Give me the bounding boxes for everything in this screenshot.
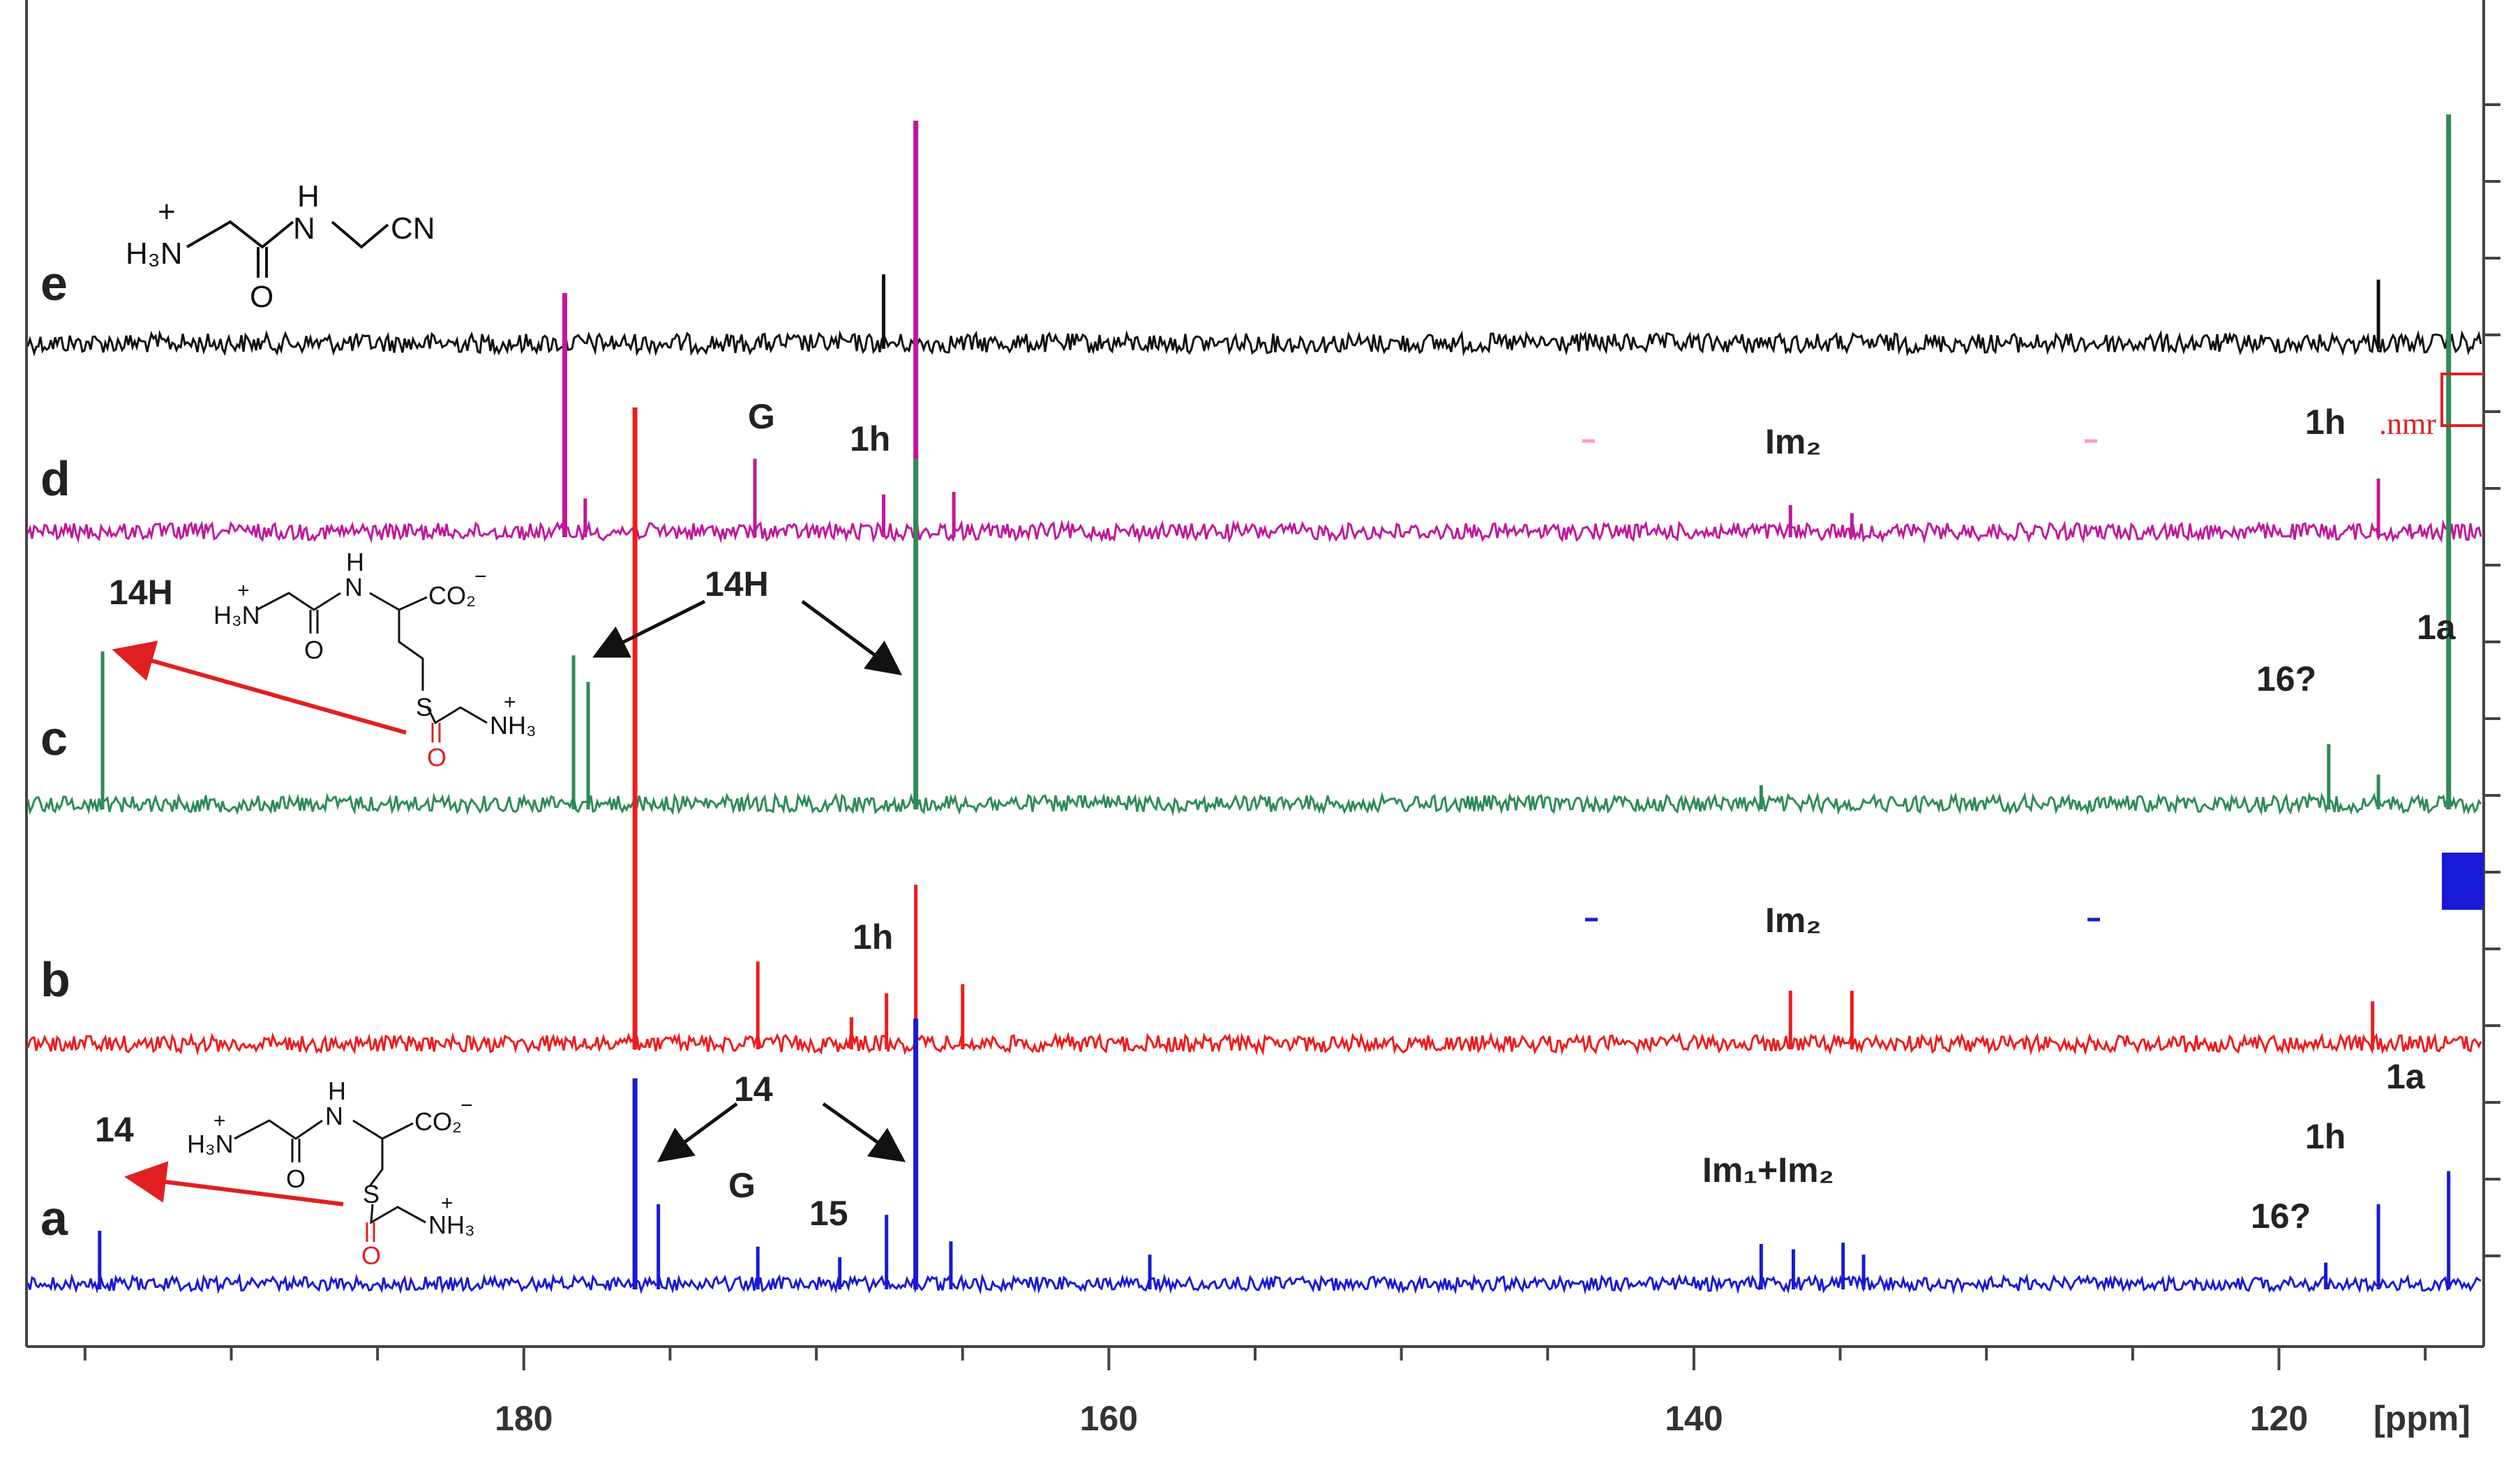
structure-a-atom: H xyxy=(328,1077,346,1105)
x-tick-label: 140 xyxy=(1665,1399,1723,1438)
arrow-c-14H-left xyxy=(592,599,706,658)
arrow-c-14H-right xyxy=(801,599,903,675)
structure-e-atom: N xyxy=(293,211,315,246)
structure-e-bonds-2 xyxy=(331,220,389,249)
arrow-a-red xyxy=(124,1161,344,1206)
trace-label-b: b xyxy=(40,952,70,1007)
structure-e-atom: O xyxy=(250,280,273,314)
structure-a-chain xyxy=(368,1139,384,1187)
annot-c-16q: 16? xyxy=(2256,659,2316,698)
structure-a-thioester xyxy=(370,1204,426,1224)
x-tick-label: 120 xyxy=(2250,1399,2308,1438)
trace-label-e: e xyxy=(40,256,68,310)
structure-a-atom: H₃N xyxy=(187,1130,234,1158)
structure-e-atom: H₃N xyxy=(126,237,182,271)
structure-e-atom: H xyxy=(297,179,320,213)
annot-b-Im2: Im₂ xyxy=(1765,901,1822,940)
arrow-c-red xyxy=(112,640,407,735)
x-axis-label: [ppm] xyxy=(2373,1399,2470,1438)
trace-labels: e d c b a xyxy=(40,256,70,1245)
structure-e xyxy=(186,220,389,278)
annot-d-Im2: Im₂ xyxy=(1765,422,1822,461)
structure-a xyxy=(234,1119,426,1242)
nmr-corner-marker: .nmr xyxy=(2379,373,2484,441)
annot-a-G: G xyxy=(728,1166,756,1205)
annot-a-Im1Im2: Im₁+Im₂ xyxy=(1702,1151,1834,1190)
trace-c xyxy=(27,114,2482,816)
x-axis-ticks: 180 160 140 120 xyxy=(83,1347,2427,1438)
structure-c-atom: S xyxy=(416,693,433,721)
blue-corner-marker xyxy=(2442,853,2484,910)
structure-a-atom-red: O xyxy=(361,1241,381,1270)
structure-c-atom: CO₂ xyxy=(428,581,476,610)
structure-e-bonds xyxy=(186,220,294,249)
structure-c-atom: N xyxy=(345,573,363,601)
structure-c-bonds xyxy=(256,592,341,611)
structure-a-charge: − xyxy=(460,1094,473,1117)
annot-a-16q: 16? xyxy=(2251,1197,2311,1236)
x-tick-label: 160 xyxy=(1080,1399,1138,1438)
structure-c-charge: − xyxy=(474,565,487,588)
x-tick-label: 180 xyxy=(495,1399,553,1438)
structure-e-atoms: H₃N H N CN O + xyxy=(126,179,435,314)
annot-a-1h: 1h xyxy=(2305,1117,2346,1156)
structure-a-atoms: H₃N N H CO₂ O S O NH₃ + + − xyxy=(187,1077,475,1270)
arrow-a-14-left xyxy=(657,1102,738,1162)
annot-d-G: G xyxy=(748,397,775,436)
peak-annotations: G 1h Im₂ 1h 14H 14H 16? 1a 1h Im₂ 14 14 … xyxy=(95,397,2457,1236)
structure-a-atom: CO₂ xyxy=(414,1107,462,1136)
trace-b-baseline xyxy=(27,1031,2482,1056)
annot-d-1h-right: 1h xyxy=(2305,403,2346,442)
structure-c-atom-red: O xyxy=(427,743,447,772)
structure-c xyxy=(256,592,488,742)
annot-a-14-left: 14 xyxy=(95,1110,134,1149)
structure-c-atom: H xyxy=(346,548,364,576)
structure-c-charge: + xyxy=(237,579,250,602)
structure-e-atom: + xyxy=(158,195,176,229)
structure-c-atom: O xyxy=(304,636,324,664)
right-axis-ticks xyxy=(2484,103,2500,1257)
nmr-corner-bracket xyxy=(2440,373,2484,427)
baseline-dashes xyxy=(1582,439,2100,922)
trace-e-baseline xyxy=(27,329,2482,357)
arrow-a-14-right xyxy=(822,1102,906,1162)
annot-d-1h: 1h xyxy=(850,419,890,458)
trace-label-a: a xyxy=(40,1191,68,1245)
structure-c-charge: + xyxy=(504,691,516,714)
structure-c-atom: H₃N xyxy=(213,601,260,629)
annot-a-14-center: 14 xyxy=(734,1070,773,1109)
structure-a-bonds xyxy=(234,1119,323,1140)
structure-e-atom: CN xyxy=(391,211,435,246)
nmr-corner-text: .nmr xyxy=(2379,407,2436,441)
structure-a-atom: NH₃ xyxy=(428,1211,475,1239)
annot-c-14H-center: 14H xyxy=(705,564,769,604)
annot-a-15: 15 xyxy=(809,1194,848,1233)
annotation-arrows xyxy=(112,599,906,1206)
trace-d-baseline xyxy=(27,519,2482,544)
spectra-traces xyxy=(27,114,2482,1295)
annot-c-14H-left: 14H xyxy=(109,573,173,612)
trace-label-c: c xyxy=(40,711,68,765)
structure-c-chain xyxy=(398,610,424,691)
annot-b-1h: 1h xyxy=(853,917,893,957)
structure-a-atom: N xyxy=(325,1102,343,1130)
trace-a xyxy=(27,1019,2482,1295)
annot-a-1a: 1a xyxy=(2386,1057,2426,1096)
trace-e xyxy=(27,274,2482,357)
structure-a-charge: + xyxy=(213,1109,226,1132)
trace-a-baseline xyxy=(27,1273,2482,1295)
annot-c-1a: 1a xyxy=(2417,608,2457,647)
structure-a-atom: O xyxy=(286,1164,306,1193)
trace-label-d: d xyxy=(40,451,70,506)
structure-a-atom: S xyxy=(363,1180,380,1208)
structure-c-thioester xyxy=(426,705,488,725)
structure-c-atoms: H₃N N H CO₂ O S O NH₃ + + − xyxy=(213,548,537,772)
trace-c-baseline xyxy=(27,791,2482,816)
structure-c-atom: NH₃ xyxy=(490,711,537,740)
structure-a-charge: + xyxy=(441,1192,453,1215)
